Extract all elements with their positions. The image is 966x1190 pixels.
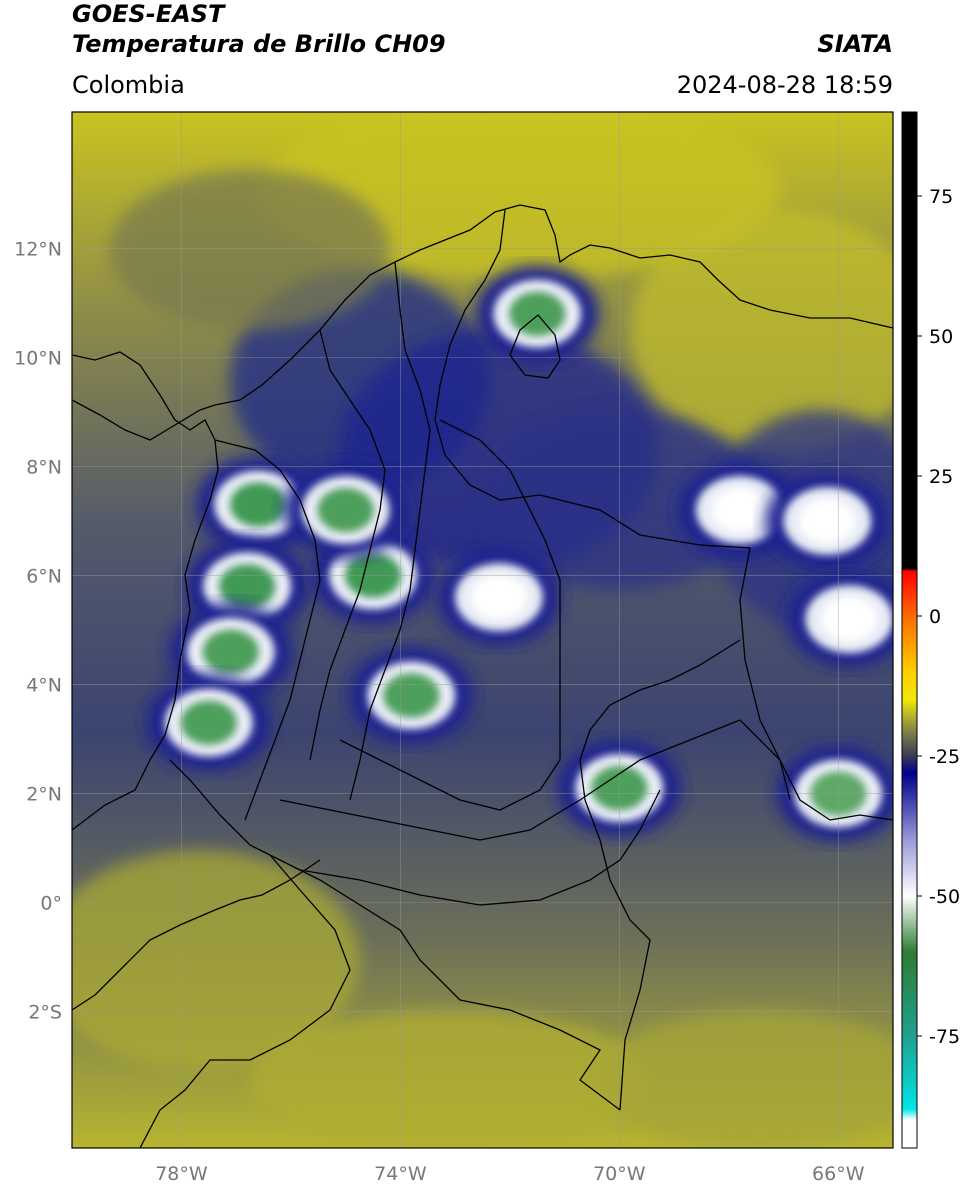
border-colombia-peru — [169, 759, 621, 1111]
storm-core — [383, 673, 440, 718]
colorbar-tick-label: 25 — [929, 466, 953, 488]
border-peru-ecuador — [139, 854, 351, 1148]
satellite-title: GOES-EAST — [72, 0, 225, 28]
storm-core — [202, 629, 259, 674]
storm-core — [230, 482, 287, 527]
storm-cell — [146, 674, 271, 771]
departments-south — [279, 719, 741, 841]
region-label: Colombia — [72, 71, 185, 99]
cloud-field — [72, 112, 893, 1148]
storm-cell — [283, 462, 408, 559]
border-colombia-brazil — [579, 639, 741, 1111]
graticule — [72, 112, 893, 1148]
colorbar-tick-label: -75 — [929, 1026, 960, 1048]
peru-coast — [72, 859, 321, 1011]
timestamp-label: 2024-08-28 18:59 — [676, 71, 893, 99]
cloud-blob — [72, 850, 360, 1070]
colorbar-ticks: 75 50 25 0 -25 -50 -75 — [917, 186, 960, 1048]
storm-core — [509, 291, 566, 336]
storm-cell — [765, 472, 890, 569]
storm-core — [711, 488, 768, 533]
colorbar-tick-label: 50 — [929, 326, 953, 348]
coastline-pacific — [72, 351, 219, 831]
lat-tick-label: 2°S — [28, 1002, 62, 1024]
colorbar-tick-label: 0 — [929, 606, 941, 628]
lon-tick-label: 70°W — [593, 1163, 646, 1185]
lon-tick-label: 66°W — [812, 1163, 865, 1185]
colorbar-tick-label: 75 — [929, 186, 953, 208]
colorbar-tick-label: -25 — [929, 746, 960, 768]
colorbar-scale — [901, 111, 918, 1149]
lat-tick-label: 8°N — [26, 456, 62, 478]
departments-amazonas — [299, 789, 661, 906]
colorbar: 75 50 25 0 -25 -50 -75 — [901, 111, 960, 1149]
cloud-blob — [630, 210, 893, 450]
lat-tick-label: 6°N — [26, 565, 62, 587]
brazil-border-east — [739, 719, 893, 821]
border-colombia-venezuela — [434, 209, 791, 801]
lat-tick-label: 10°N — [14, 347, 62, 369]
lon-tick-label: 74°W — [374, 1163, 427, 1185]
colorbar-tick-label: -50 — [929, 886, 960, 908]
lon-tick-label: 78°W — [155, 1163, 208, 1185]
departments-central — [349, 261, 431, 801]
agency-label: SIATA — [817, 30, 893, 58]
storm-core — [180, 700, 237, 745]
coastline-caribbean — [214, 204, 893, 406]
storm-core — [317, 488, 374, 533]
departments-andes — [309, 329, 386, 761]
cloud-blob — [110, 170, 390, 330]
storm-cell — [787, 571, 893, 668]
cloud-blob — [260, 112, 780, 280]
storm-core — [219, 564, 276, 609]
storm-core — [821, 597, 878, 642]
cloud-blob — [600, 1010, 893, 1148]
storm-cell — [349, 647, 474, 744]
lat-tick-label: 12°N — [14, 238, 62, 260]
cloud-blob — [250, 1010, 650, 1148]
storm-cell — [475, 265, 600, 362]
axis-ticks: 78°W 74°W 70°W 66°W 12°N 10°N 8°N 6°N 4°N 2°N 0° 2°… — [14, 238, 865, 1185]
lat-tick-label: 2°N — [26, 784, 62, 806]
map-panel — [72, 112, 893, 1148]
departments-east — [339, 419, 561, 811]
maracaibo-lake — [509, 314, 561, 379]
lat-tick-label: 4°N — [26, 675, 62, 697]
border-panama — [72, 399, 216, 441]
storm-core — [799, 498, 856, 543]
product-title: Temperatura de Brillo CH09 — [72, 30, 446, 58]
cloud-blob — [480, 410, 760, 590]
storm-cell — [436, 549, 561, 646]
lat-tick-label: 0° — [40, 893, 62, 915]
borders — [72, 204, 893, 1148]
departments-west — [214, 439, 321, 821]
storm-core — [470, 575, 527, 620]
map-frame — [71, 111, 894, 1149]
